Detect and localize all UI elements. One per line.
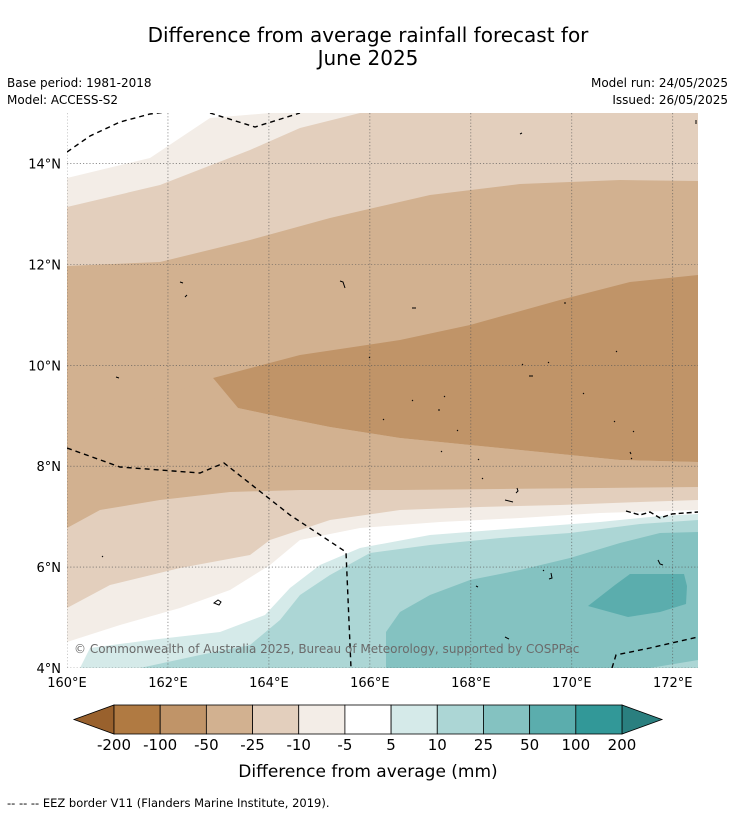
colorbar-title: Difference from average (mm) xyxy=(238,762,498,782)
band-p25-50 xyxy=(386,532,698,668)
colorbar-segment xyxy=(529,704,577,735)
colorbar-tick-label: 100 xyxy=(561,736,591,754)
colorbar-segment xyxy=(252,704,300,735)
colorbar-segment xyxy=(483,704,531,735)
colorbar-tick-label: -100 xyxy=(143,736,178,754)
lon-tick-label: 164°E xyxy=(249,676,289,691)
lon-tick-label: 162°E xyxy=(148,676,188,691)
colorbar-segment xyxy=(113,704,161,735)
colorbar-tick-label: 5 xyxy=(386,736,396,754)
lon-tick-label: 168°E xyxy=(451,676,491,691)
colorbar-tick-label: -50 xyxy=(194,736,219,754)
map-field xyxy=(67,113,698,668)
colorbar-segment xyxy=(298,704,346,735)
colorbar-tick-label: -25 xyxy=(240,736,265,754)
colorbar-segment xyxy=(159,704,207,735)
colorbar-arrow-high xyxy=(621,704,664,735)
eez-border-west xyxy=(67,447,352,668)
eez-border-east xyxy=(625,510,698,519)
lat-tick-label: 8°N xyxy=(37,460,62,475)
lon-tick-label: 160°E xyxy=(47,676,87,691)
map-axes: 160°E 162°E 164°E 166°E 168°E 170°E 172°E 4°N 6°… xyxy=(28,157,692,691)
band-n50-25-south xyxy=(67,378,698,668)
band-p50-100 xyxy=(588,574,687,617)
model-name: Model: ACCESS-S2 xyxy=(7,93,119,107)
lat-tick-label: 4°N xyxy=(37,662,62,677)
lon-tick-label: 172°E xyxy=(653,676,693,691)
chart-title-line2: June 2025 xyxy=(317,46,419,70)
meta-right: Model run: 24/05/2025 Issued: 26/05/2025 xyxy=(591,75,728,109)
colorbar-tick-label: 50 xyxy=(520,736,540,754)
base-period: Base period: 1981-2018 xyxy=(7,76,152,90)
lat-tick-label: 12°N xyxy=(28,258,61,273)
colorbar-segment xyxy=(344,704,392,735)
colorbar-segment xyxy=(205,704,253,735)
footnote-eez: -- -- -- EEZ border V11 (Flanders Marine… xyxy=(7,796,330,810)
colorbar-tick-label: 25 xyxy=(473,736,493,754)
colorbar-segment xyxy=(575,704,623,735)
issued-date: Issued: 26/05/2025 xyxy=(612,93,728,107)
lat-tick-label: 10°N xyxy=(28,359,61,374)
lat-tick-label: 14°N xyxy=(28,157,61,172)
colorbar-tick-label: -10 xyxy=(286,736,311,754)
lon-tick-label: 170°E xyxy=(552,676,592,691)
eez-border-southeast xyxy=(611,636,698,668)
islands xyxy=(101,120,697,640)
colorbar-tick-label: -200 xyxy=(96,736,132,754)
chart-title-line1: Difference from average rainfall forecas… xyxy=(147,23,589,47)
colorbar-segment xyxy=(390,704,438,735)
eez-border-north xyxy=(67,113,301,153)
colorbar-segment xyxy=(436,704,484,735)
lon-tick-label: 166°E xyxy=(350,676,390,691)
colorbar-tick-label: 10 xyxy=(427,736,447,754)
model-run-date: Model run: 24/05/2025 xyxy=(590,76,728,90)
meta-left: Base period: 1981-2018 Model: ACCESS-S2 xyxy=(7,75,152,109)
eez-borders xyxy=(67,113,698,668)
map-gridlines xyxy=(67,113,698,668)
colorbar-arrow-low xyxy=(72,704,115,735)
copyright-text: © Commonwealth of Australia 2025, Bureau… xyxy=(74,642,579,656)
lat-tick-label: 6°N xyxy=(37,561,62,576)
band-n100-50 xyxy=(213,275,698,462)
colorbar-tick-label: 200 xyxy=(607,736,637,754)
colorbar-tick-label: -5 xyxy=(337,736,353,754)
colorbar xyxy=(72,704,664,735)
